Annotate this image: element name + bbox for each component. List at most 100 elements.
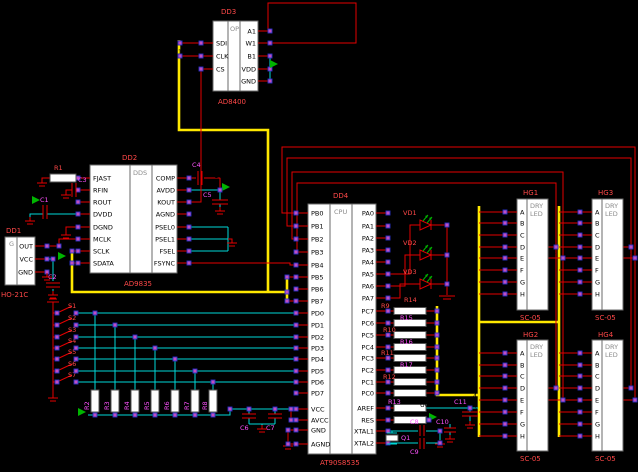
capacitor-label: C11 bbox=[454, 398, 467, 406]
pin-number: 27 bbox=[378, 327, 386, 335]
resistor-label: R2 bbox=[83, 401, 91, 410]
ground-icon bbox=[61, 231, 71, 239]
chip-dd1-body bbox=[4, 236, 36, 286]
bus-number: 8 bbox=[431, 384, 435, 392]
junction-node bbox=[444, 252, 450, 258]
resistor-label: R17 bbox=[400, 361, 413, 369]
pin-name: B1 bbox=[247, 53, 256, 61]
pin-number: 4 bbox=[511, 227, 515, 235]
bus-number: 4 bbox=[473, 250, 477, 258]
chip-hg2-type: DRY bbox=[530, 343, 543, 351]
junction-node bbox=[577, 220, 583, 226]
pin-name: GND bbox=[18, 269, 33, 277]
resistor bbox=[190, 389, 200, 413]
led-arrowhead-icon bbox=[425, 215, 428, 218]
pin-number: 2 bbox=[586, 215, 590, 223]
pin-name: PD2 bbox=[311, 334, 324, 342]
pin-number: 1 bbox=[302, 205, 306, 213]
junction-node bbox=[502, 362, 508, 368]
pin-name: GND bbox=[241, 78, 256, 86]
junction-node bbox=[284, 289, 290, 295]
pin-number: 33 bbox=[378, 290, 386, 298]
pin-name: F bbox=[520, 267, 524, 275]
pin-name: H bbox=[520, 433, 525, 441]
pin-name: B bbox=[595, 362, 599, 370]
junction-node bbox=[577, 362, 583, 368]
pin-name: PA0 bbox=[362, 210, 374, 218]
junction-node bbox=[92, 310, 98, 316]
pin-number: 24 bbox=[378, 362, 386, 370]
switch-lever-icon bbox=[56, 305, 73, 314]
chip-hg4-body bbox=[591, 339, 624, 452]
junction-node bbox=[293, 223, 299, 229]
bus-number: 6 bbox=[473, 368, 477, 376]
junction-node bbox=[192, 368, 198, 374]
junction-node bbox=[444, 222, 450, 228]
junction-node bbox=[385, 247, 391, 253]
junction-node bbox=[385, 390, 391, 396]
resistor bbox=[393, 404, 427, 412]
switch-label: S4 bbox=[68, 337, 76, 345]
junction-node bbox=[186, 187, 192, 193]
wire-number: 1 bbox=[178, 48, 182, 56]
resistor bbox=[393, 331, 427, 339]
chip-dd2-ref: DD2 bbox=[122, 154, 137, 162]
resistor bbox=[393, 354, 427, 362]
pin-number: 6 bbox=[260, 61, 264, 69]
bus-number: 2 bbox=[565, 416, 569, 424]
junction-node bbox=[385, 223, 391, 229]
pin-name: G bbox=[595, 421, 600, 429]
net-label-u0: U0 bbox=[277, 48, 286, 56]
pin-number: 10 bbox=[179, 243, 187, 251]
pin-name: AVCC bbox=[311, 417, 329, 425]
junction-node bbox=[246, 406, 252, 412]
pin-number: 32 bbox=[378, 400, 386, 408]
junction-node bbox=[385, 235, 391, 241]
resistor-label: R15 bbox=[400, 314, 413, 322]
pin-name: AREF bbox=[357, 405, 374, 413]
ground-icon bbox=[227, 239, 237, 247]
junction-node bbox=[217, 187, 223, 193]
pin-name: E bbox=[520, 255, 524, 263]
resistor-label: R1 bbox=[54, 164, 63, 172]
pin-number: 15 bbox=[298, 317, 306, 325]
junction-node bbox=[75, 211, 81, 217]
resistor bbox=[393, 378, 427, 386]
pin-number: 10 bbox=[507, 428, 515, 436]
junction-node bbox=[73, 310, 79, 316]
junction-node bbox=[172, 412, 178, 418]
chip-hg4-type: LED bbox=[605, 351, 618, 359]
pin-name: H bbox=[595, 291, 600, 299]
pin-number: 5 bbox=[207, 48, 211, 56]
capacitor-label: C2 bbox=[48, 273, 57, 281]
junction-node bbox=[560, 255, 566, 261]
junction-node bbox=[54, 345, 60, 351]
pin-name: B bbox=[520, 362, 524, 370]
junction-node bbox=[293, 356, 299, 362]
junction-node bbox=[437, 428, 443, 434]
pin-name: F bbox=[595, 409, 599, 417]
bus-number: 5 bbox=[565, 380, 569, 388]
junction-node bbox=[267, 40, 273, 46]
chip-dd2-type: DDS bbox=[133, 169, 147, 177]
ground-icon bbox=[37, 179, 47, 187]
junction-node bbox=[75, 187, 81, 193]
chip-hg1-body bbox=[516, 198, 549, 311]
pin-name: DVDD bbox=[93, 211, 112, 219]
junction-node bbox=[632, 255, 638, 261]
junction-node bbox=[285, 441, 291, 447]
junction-node bbox=[502, 291, 508, 297]
pin-number: 10 bbox=[582, 286, 590, 294]
pin-name: F bbox=[520, 409, 524, 417]
junction-node bbox=[75, 224, 81, 230]
pin-name: GND bbox=[311, 427, 326, 435]
pin-number: 8 bbox=[84, 255, 88, 263]
pin-number: 12 bbox=[179, 219, 187, 227]
resistor bbox=[393, 343, 427, 351]
pin-name: B bbox=[595, 220, 599, 228]
junction-node bbox=[152, 345, 158, 351]
chip-hg3-body bbox=[591, 198, 624, 311]
signal-wire bbox=[388, 254, 420, 287]
bus-number: 6 bbox=[565, 368, 569, 376]
led-ref: VD3 bbox=[403, 268, 417, 276]
